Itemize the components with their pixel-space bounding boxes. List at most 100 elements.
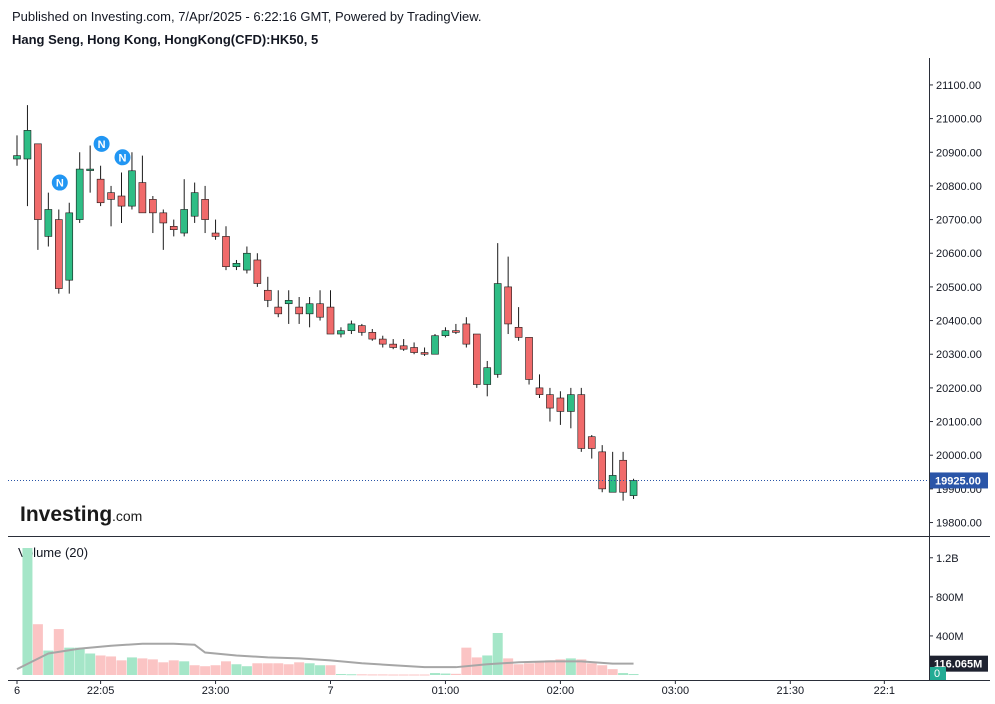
volume-bar-down	[147, 659, 158, 675]
candle-down	[378, 338, 387, 345]
candle-up	[337, 330, 345, 335]
volume-title: Volume (20)	[18, 545, 88, 560]
volume-bar-down	[513, 664, 524, 675]
candle-down	[556, 397, 565, 412]
candle-up	[284, 300, 293, 305]
candle-down	[169, 226, 178, 230]
volume-bar-up	[74, 647, 85, 675]
candle-up	[44, 209, 53, 237]
volume-bar-up	[241, 666, 252, 675]
volume-tick-label: 1.2B	[936, 553, 959, 565]
price-tick-label: 20400.00	[936, 316, 982, 328]
volume-bar-down	[524, 663, 535, 675]
symbol-title: Hang Seng, Hong Kong, HongKong(CFD):HK50…	[12, 32, 319, 47]
volume-bar-down	[534, 661, 545, 675]
candle-down	[117, 195, 126, 207]
volume-tick-label: 400M	[936, 631, 964, 643]
volume-bar-down	[273, 663, 284, 675]
volume-bar-up	[64, 647, 75, 675]
volume-bar-up	[43, 650, 54, 675]
volume-bar-down	[597, 665, 608, 675]
volume-bar-down	[503, 658, 514, 675]
candle-up	[86, 168, 94, 171]
volume-bar-up	[346, 674, 357, 676]
volume-bar-up	[492, 632, 503, 675]
last-volume-label: 116.065M	[934, 659, 982, 671]
candle-down	[399, 345, 408, 350]
candle-up	[347, 323, 356, 331]
volume-bar-up	[315, 665, 326, 675]
volume-bar-down	[409, 674, 420, 676]
news-badge-letter: N	[119, 152, 127, 164]
candle-down	[504, 286, 512, 325]
volume-bar-up	[440, 673, 451, 675]
candle-down	[263, 289, 272, 301]
volume-bar-down	[200, 666, 211, 675]
news-badge-letter: N	[56, 178, 64, 190]
price-tick-label: 20000.00	[936, 450, 982, 462]
candle-down	[452, 330, 460, 333]
logo-suffix: .com	[112, 508, 142, 524]
candle-down	[201, 199, 209, 220]
candle-up	[441, 330, 450, 337]
volume-bar-down	[461, 647, 472, 675]
volume-bar-down	[221, 661, 231, 675]
volume-bar-up	[565, 658, 576, 675]
volume-bar-up	[628, 674, 639, 676]
volume-axis: 1.2B 800M 400M	[929, 553, 964, 643]
news-badge-circle	[93, 135, 110, 152]
zero-volume-tag	[930, 667, 946, 680]
volume-bar-down	[252, 663, 263, 675]
volume-bar-down	[586, 663, 597, 675]
candle-down	[420, 352, 429, 355]
candle-down	[525, 337, 533, 380]
price-tick-label: 19800.00	[936, 518, 982, 530]
time-tick-label: 21:30	[777, 685, 805, 697]
candle-down	[358, 325, 366, 333]
candle-up	[243, 252, 251, 271]
news-badge-circle	[51, 174, 68, 191]
time-tick-label: 03:00	[662, 685, 690, 697]
candle-down	[138, 182, 147, 214]
candle-down	[149, 199, 157, 214]
volume-bar-down	[158, 662, 169, 675]
candle-up	[493, 283, 502, 375]
price-tick-label: 20600.00	[936, 248, 982, 260]
volume-bar-down	[367, 674, 378, 676]
volume-series	[22, 548, 639, 676]
candle-down	[410, 347, 418, 353]
last-price-line: 19925.00	[8, 472, 988, 489]
volume-bar-down	[356, 674, 367, 676]
candlestick-series	[13, 105, 638, 501]
candle-down	[253, 259, 262, 284]
time-tick-label: 6	[14, 685, 20, 697]
volume-bar-down	[555, 659, 566, 675]
volume-bar-up	[22, 548, 33, 675]
news-badges: N N N	[51, 135, 131, 191]
news-badge-circle	[114, 149, 131, 166]
candle-up	[305, 303, 314, 315]
volume-bar-down	[106, 656, 117, 675]
logo-text: Investing	[20, 503, 112, 526]
candle-down	[514, 326, 523, 338]
candle-down	[316, 303, 324, 318]
candle-up	[232, 263, 241, 268]
candle-down	[211, 232, 220, 237]
candle-down	[159, 212, 168, 224]
volume-bar-down	[32, 624, 43, 675]
volume-bar-up	[179, 661, 190, 675]
volume-bar-down	[137, 658, 148, 675]
candle-down	[535, 387, 544, 395]
candle-down	[587, 436, 596, 449]
volume-tick-label: 800M	[936, 592, 964, 604]
volume-bar-up	[335, 674, 346, 676]
volume-bar-down	[189, 665, 200, 675]
volume-bar-down	[294, 662, 305, 675]
price-tick-label: 20800.00	[936, 181, 982, 193]
zero-volume-label: 0	[934, 668, 940, 680]
candle-down	[96, 178, 105, 204]
time-tick-label: 22:05	[87, 685, 115, 697]
volume-bar-down	[116, 660, 127, 675]
